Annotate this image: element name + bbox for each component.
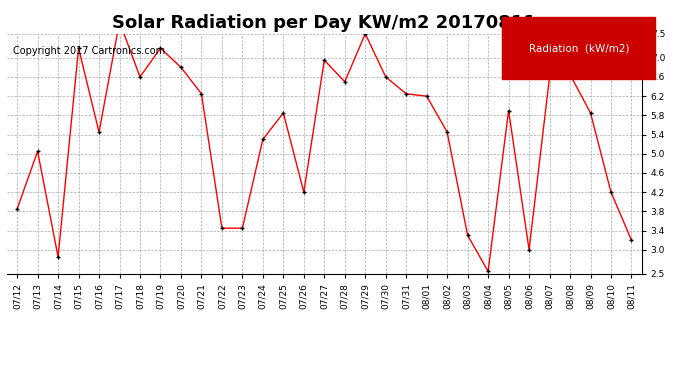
Point [12, 206, 23, 212]
Point [73, 45, 84, 51]
Point [175, 64, 186, 70]
Point [52, 254, 63, 260]
Point [94, 129, 105, 135]
Point [217, 225, 228, 231]
Title: Solar Radiation per Day KW/m2 20170811: Solar Radiation per Day KW/m2 20170811 [112, 14, 536, 32]
Point [442, 129, 453, 135]
Point [462, 232, 473, 238]
Point [155, 45, 166, 51]
Point [298, 189, 309, 195]
Point [339, 79, 351, 85]
Point [605, 189, 616, 195]
Point [421, 93, 432, 99]
Point [196, 91, 207, 97]
Point [380, 74, 391, 80]
Point [359, 31, 371, 37]
Point [626, 237, 637, 243]
Point [32, 148, 43, 154]
Point [237, 225, 248, 231]
Point [278, 110, 289, 116]
Point [135, 74, 146, 80]
Point [544, 74, 555, 80]
Point [585, 110, 596, 116]
Point [564, 72, 575, 78]
Text: Copyright 2017 Cartronics.com: Copyright 2017 Cartronics.com [13, 46, 166, 56]
Point [503, 108, 514, 114]
Point [401, 91, 412, 97]
Point [257, 136, 268, 142]
Point [482, 268, 493, 274]
Point [319, 57, 330, 63]
Point [524, 247, 535, 253]
Text: Radiation  (kW/m2): Radiation (kW/m2) [529, 44, 629, 53]
Point [114, 19, 125, 25]
